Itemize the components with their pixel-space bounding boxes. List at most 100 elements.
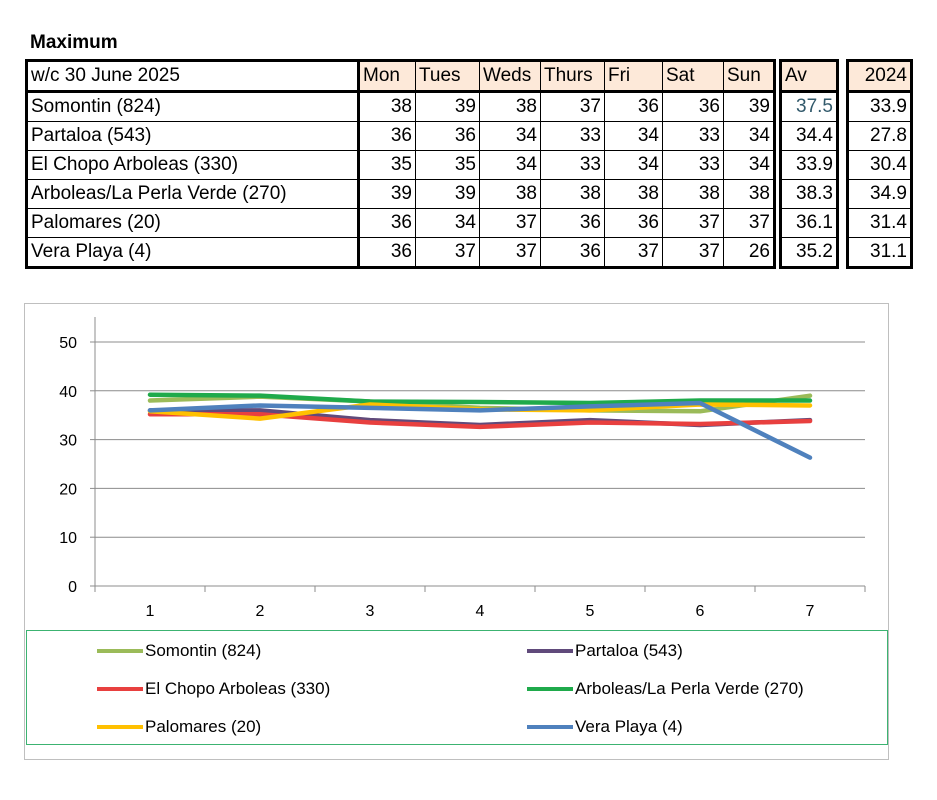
temp-value: 39	[415, 179, 480, 209]
x-tick-label: 4	[476, 603, 485, 620]
temp-value: 36	[604, 91, 663, 122]
legend-item: El Chopo Arboleas (330)	[97, 679, 330, 699]
chart-canvas: 0 10 20 30 40 50 1 2 3 4 5 6 7	[59, 317, 866, 620]
legend-label: Arboleas/La Perla Verde (270)	[575, 679, 804, 698]
temp-value: 36	[540, 237, 605, 268]
line-chart: 0 10 20 30 40 50 1 2 3 4 5 6 7 Somontin (824) Partalo…	[24, 303, 889, 760]
table-row: Partaloa (543) 36 36 34 33 34 33 34	[26, 121, 775, 151]
temp-value: 39	[415, 91, 480, 122]
temp-value: 38	[604, 179, 663, 209]
station-name: Partaloa (543)	[26, 121, 360, 151]
x-tick-label: 1	[146, 603, 155, 620]
legend-item: Palomares (20)	[97, 717, 261, 737]
legend-label: Vera Playa (4)	[575, 717, 683, 736]
temp-value: 34	[723, 121, 775, 151]
station-name: Somontin (824)	[26, 91, 360, 122]
prev-year-value: 30.4	[847, 150, 912, 180]
y-tick-label: 0	[68, 579, 77, 596]
temp-value: 36	[358, 208, 416, 238]
x-tick-label: 7	[806, 603, 815, 620]
temp-value: 38	[662, 179, 724, 209]
temp-value: 33	[662, 121, 724, 151]
day-header: Sun	[723, 60, 775, 93]
temp-value: 34	[604, 121, 663, 151]
table-row: Arboleas/La Perla Verde (270) 39 39 38 38 38 3…	[26, 179, 775, 209]
legend-label: Palomares (20)	[145, 717, 262, 736]
legend-swatch	[97, 725, 143, 729]
x-tick-label: 6	[696, 603, 705, 620]
y-tick-label: 50	[59, 335, 77, 352]
temp-value: 38	[540, 179, 605, 209]
previous-year-table: 2024 33.9 27.8 30.4 34.9 31.4 31.1	[846, 59, 913, 269]
average-table: Av 37.5 34.4 33.9 38.3 36.1 35.2	[779, 59, 839, 269]
table-row: Vera Playa (4) 36 37 37 36 37 37 26	[26, 237, 775, 268]
table-row: El Chopo Arboleas (330) 35 35 34 33 34 33 34	[26, 150, 775, 180]
temp-value: 33	[540, 150, 605, 180]
temp-value: 26	[723, 237, 775, 268]
prev-year-value: 31.4	[847, 208, 912, 238]
temp-value: 38	[358, 91, 416, 122]
temp-value: 37	[479, 237, 541, 268]
station-name: Vera Playa (4)	[26, 237, 360, 268]
page-title: Maximum	[30, 32, 118, 53]
day-header: Mon	[358, 60, 416, 93]
temp-value: 34	[723, 150, 775, 180]
average-value: 38.3	[780, 179, 838, 209]
legend-item: Partaloa (543)	[527, 641, 683, 661]
legend-swatch	[527, 725, 573, 729]
temp-value: 37	[604, 237, 663, 268]
temp-value: 36	[358, 121, 416, 151]
legend-swatch	[97, 649, 143, 653]
legend-item: Arboleas/La Perla Verde (270)	[527, 679, 804, 699]
legend-swatch	[527, 649, 573, 653]
temp-value: 37	[662, 208, 724, 238]
average-value: 34.4	[780, 121, 838, 151]
temp-value: 38	[723, 179, 775, 209]
day-header: Tues	[415, 60, 480, 93]
series-line	[147, 400, 813, 460]
series-line	[147, 411, 813, 430]
x-tick-label: 2	[256, 603, 265, 620]
temp-value: 37	[415, 237, 480, 268]
y-tick-label: 10	[59, 530, 77, 547]
legend-label: Somontin (824)	[145, 641, 262, 660]
legend-item: Somontin (824)	[97, 641, 261, 661]
temp-value: 34	[604, 150, 663, 180]
y-tick-label: 20	[59, 481, 77, 498]
temp-value: 38	[479, 179, 541, 209]
station-name: Palomares (20)	[26, 208, 360, 238]
table-row: Palomares (20) 36 34 37 36 36 37 37	[26, 208, 775, 238]
temp-value: 34	[415, 208, 480, 238]
legend-swatch	[97, 687, 143, 691]
temp-value: 33	[662, 150, 724, 180]
temp-value: 36	[540, 208, 605, 238]
prev-year-value: 33.9	[847, 91, 912, 122]
max-temp-table: w/c 30 June 2025 Mon Tues Weds Thurs Fri Sat Su…	[25, 59, 776, 269]
average-value: 37.5	[780, 91, 838, 122]
prev-year-header: 2024	[847, 60, 912, 93]
legend-label: Partaloa (543)	[575, 641, 683, 660]
chart-legend: Somontin (824) Partaloa (543) El Chopo Arb…	[26, 630, 888, 745]
y-tick-label: 30	[59, 433, 77, 450]
legend-swatch	[527, 687, 573, 691]
temp-value: 39	[358, 179, 416, 209]
legend-label: El Chopo Arboleas (330)	[145, 679, 331, 698]
temp-value: 35	[358, 150, 416, 180]
temp-value: 35	[415, 150, 480, 180]
temp-value: 36	[662, 91, 724, 122]
x-tick-label: 5	[586, 603, 595, 620]
table-row: Somontin (824) 38 39 38 37 36 36 39	[26, 91, 775, 122]
temp-value: 36	[415, 121, 480, 151]
table-header-row: w/c 30 June 2025 Mon Tues Weds Thurs Fri Sat Su…	[26, 60, 775, 93]
station-name: El Chopo Arboleas (330)	[26, 150, 360, 180]
temp-value: 39	[723, 91, 775, 122]
prev-year-value: 34.9	[847, 179, 912, 209]
average-value: 35.2	[780, 237, 838, 268]
temp-value: 37	[723, 208, 775, 238]
series-line	[147, 392, 813, 406]
temp-value: 37	[662, 237, 724, 268]
day-header: Sat	[662, 60, 724, 93]
day-header: Weds	[479, 60, 541, 93]
average-value: 33.9	[780, 150, 838, 180]
av-header: Av	[780, 60, 838, 93]
